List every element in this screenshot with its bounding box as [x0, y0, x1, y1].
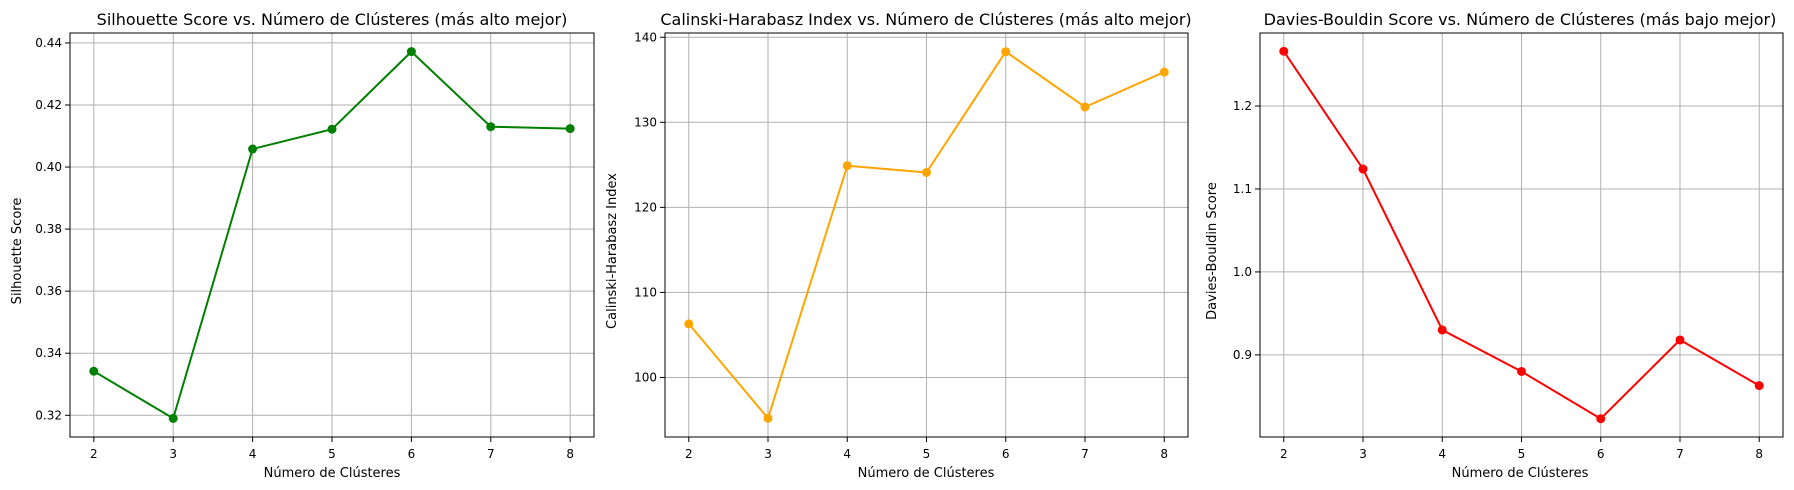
data-point: [1596, 414, 1606, 424]
data-point: [1001, 47, 1011, 57]
x-tick-label: 7: [1676, 447, 1684, 461]
chart-title: Davies-Bouldin Score vs. Número de Clúst…: [1264, 10, 1777, 29]
y-tick-label: 0.32: [35, 408, 62, 422]
x-tick-label: 3: [169, 447, 177, 461]
y-tick-label: 120: [634, 200, 657, 214]
y-tick-label: 0.44: [35, 36, 62, 50]
y-tick-label: 0.34: [35, 346, 62, 360]
grid: [70, 33, 594, 437]
x-tick-label: 2: [685, 447, 693, 461]
grid: [1260, 33, 1783, 437]
y-tick-label: 1.0: [1233, 265, 1252, 279]
data-point: [248, 144, 258, 154]
y-tick-label: 0.9: [1233, 348, 1252, 362]
x-tick-label: 2: [1280, 447, 1288, 461]
x-tick-label: 4: [1438, 447, 1446, 461]
x-tick-label: 3: [764, 447, 772, 461]
x-axis-label: Número de Clústeres: [1452, 466, 1589, 481]
chart-panel-silhouette: Silhouette Score vs. Número de Clústeres…: [10, 10, 595, 481]
y-tick-label: 130: [634, 115, 657, 129]
x-tick-label: 5: [328, 447, 336, 461]
data-point: [1517, 366, 1526, 376]
data-point: [406, 47, 416, 57]
chart-panel-davies-bouldin: Davies-Bouldin Score vs. Número de Clúst…: [1205, 10, 1784, 481]
x-tick-label: 6: [1002, 447, 1010, 461]
x-tick-label: 3: [1359, 447, 1367, 461]
data-point: [763, 413, 773, 423]
grid: [665, 33, 1188, 437]
plot-frame: [69, 32, 595, 438]
y-axis-label: Silhouette Score: [10, 198, 25, 305]
y-tick-label: 0.36: [35, 284, 62, 298]
y-tick-label: 0.40: [35, 160, 62, 174]
data-point: [684, 319, 694, 329]
data-point: [1159, 67, 1169, 77]
chart-title: Calinski-Harabasz Index vs. Número de Cl…: [660, 10, 1191, 29]
y-tick-label: 140: [634, 30, 657, 44]
x-tick-label: 2: [90, 447, 98, 461]
x-tick-label: 6: [408, 447, 416, 461]
x-axis-label: Número de Clústeres: [858, 466, 995, 481]
data-point: [565, 124, 575, 134]
x-tick-label: 5: [1518, 447, 1526, 461]
x-tick-label: 7: [487, 447, 495, 461]
y-axis-label: Davies-Bouldin Score: [1205, 182, 1220, 320]
chart-panel-calinski-harabasz: Calinski-Harabasz Index vs. Número de Cl…: [605, 10, 1192, 481]
x-tick-label: 4: [843, 447, 851, 461]
y-tick-label: 110: [634, 285, 657, 299]
data-point: [1358, 164, 1368, 174]
x-tick-label: 6: [1597, 447, 1605, 461]
y-axis-label: Calinski-Harabasz Index: [605, 173, 620, 329]
x-tick-label: 8: [566, 447, 574, 461]
data-point: [1754, 381, 1764, 391]
x-tick-label: 8: [1160, 447, 1168, 461]
y-tick-label: 0.38: [35, 222, 62, 236]
data-point: [1279, 46, 1289, 56]
y-tick-label: 100: [634, 370, 657, 384]
y-tick-label: 0.42: [35, 98, 62, 112]
data-point: [486, 122, 496, 132]
plot-frame: [1259, 32, 1784, 438]
x-tick-label: 4: [249, 447, 257, 461]
x-tick-label: 8: [1755, 447, 1763, 461]
data-point: [1080, 102, 1090, 112]
x-axis-label: Número de Clústeres: [264, 466, 401, 481]
data-point: [89, 366, 99, 376]
data-point: [327, 124, 337, 134]
x-tick-label: 7: [1081, 447, 1089, 461]
chart-title: Silhouette Score vs. Número de Clústeres…: [97, 10, 568, 29]
data-point: [922, 167, 931, 177]
plot-frame: [664, 32, 1189, 438]
y-tick-label: 1.2: [1233, 99, 1252, 113]
x-tick-label: 5: [923, 447, 931, 461]
y-tick-label: 1.1: [1233, 182, 1252, 196]
data-point: [1437, 325, 1447, 335]
data-point: [842, 161, 852, 171]
data-point: [168, 413, 178, 423]
data-point: [1675, 335, 1685, 345]
